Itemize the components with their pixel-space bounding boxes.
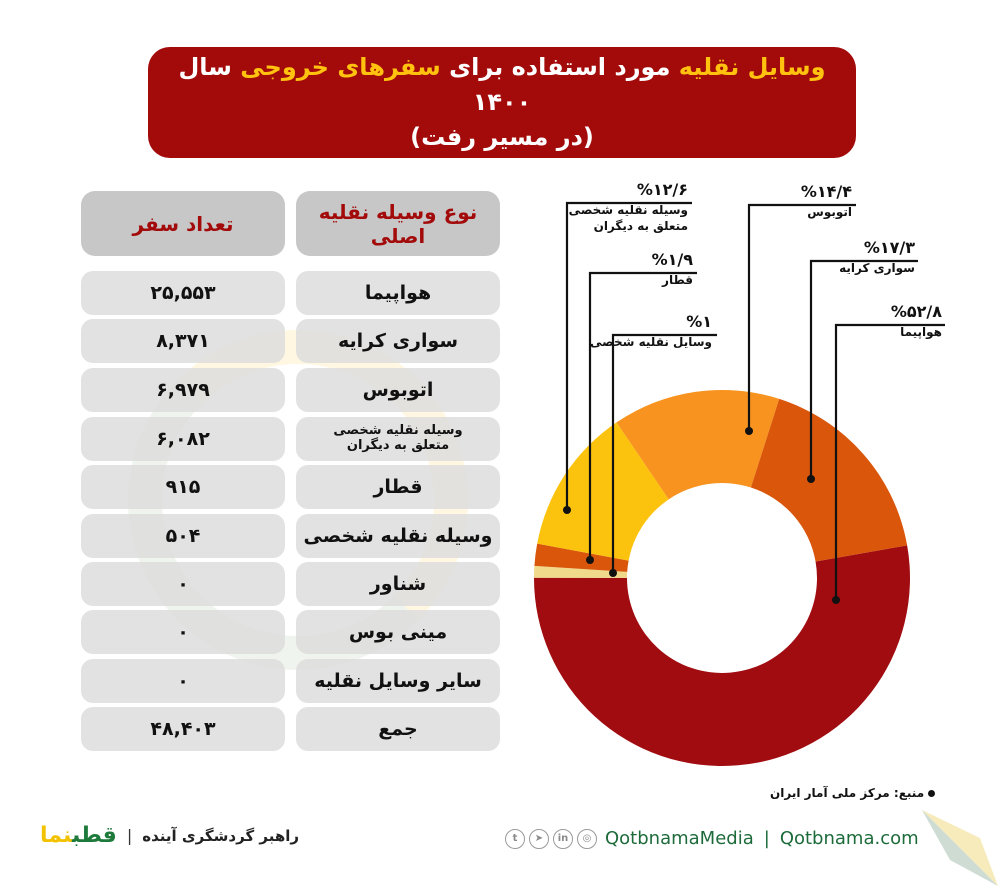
qotbnama-logo[interactable]: قطبنما bbox=[40, 823, 117, 848]
title-part: مورد استفاده برای bbox=[440, 53, 679, 82]
table-row: هواپیما ۲۵,۵۵۳ bbox=[81, 271, 500, 315]
callout-others: %۱۲/۶ وسیله نقلیه شخصی متعلق به دیگران bbox=[558, 180, 688, 234]
linkedin-icon[interactable]: in bbox=[553, 828, 573, 849]
title-line-1: وسایل نقلیه مورد استفاده برای سفرهای خرو… bbox=[148, 50, 856, 120]
telegram-icon[interactable]: ➤ bbox=[529, 828, 549, 849]
row-type: شناور bbox=[296, 562, 500, 606]
social-handle[interactable]: QotbnamaMedia bbox=[605, 828, 754, 849]
source-note: منبع: مرکز ملی آمار ایران bbox=[770, 786, 936, 800]
title-banner: وسایل نقلیه مورد استفاده برای سفرهای خرو… bbox=[148, 47, 856, 158]
table-row: قطار ۹۱۵ bbox=[81, 465, 500, 509]
logo-part-green: قطب bbox=[72, 823, 117, 848]
row-count: ۶,۰۸۲ bbox=[81, 417, 285, 461]
leader-dots bbox=[563, 427, 840, 604]
header-count: تعداد سفر bbox=[81, 191, 285, 256]
leader-line-personal bbox=[611, 333, 717, 573]
callout-name: وسایل نقلیه شخصی bbox=[590, 335, 712, 349]
callout-taxi: %۱۷/۳ سواری کرایه bbox=[839, 238, 915, 277]
table-row-total: جمع ۴۸,۴۰۳ bbox=[81, 707, 500, 751]
row-count: ۸,۳۷۱ bbox=[81, 319, 285, 363]
callout-bus: %۱۴/۴ اتوبوس bbox=[801, 182, 852, 221]
callout-train: %۱/۹ قطار bbox=[652, 250, 693, 289]
callout-pct: %۱۲/۶ bbox=[636, 180, 688, 199]
donut-segment bbox=[534, 545, 911, 767]
donut-segment bbox=[534, 543, 629, 572]
table-row: سایر وسایل نقلیه ۰ bbox=[81, 659, 500, 703]
title-part: سال ۱۴۰۰ bbox=[178, 53, 532, 117]
callout-pct: %۱/۹ bbox=[651, 250, 693, 269]
row-count: ۶,۹۷۹ bbox=[81, 368, 285, 412]
bullet-icon bbox=[928, 790, 936, 797]
callout-name: قطار bbox=[662, 273, 693, 287]
row-type: جمع bbox=[296, 707, 500, 751]
table-row: سواری کرایه ۸,۳۷۱ bbox=[81, 319, 500, 363]
website-link[interactable]: Qotbnama.com bbox=[779, 828, 919, 849]
leader-line-taxi bbox=[809, 259, 918, 479]
row-type: مینی بوس bbox=[296, 610, 500, 654]
separator: | bbox=[126, 826, 133, 845]
donut-segment bbox=[750, 398, 908, 562]
separator: | bbox=[763, 828, 770, 849]
tagline: راهبر گردشگری آینده bbox=[142, 826, 300, 845]
row-count: ۵۰۴ bbox=[81, 514, 285, 558]
row-type: وسیله نقلیه شخصی bbox=[296, 514, 500, 558]
leader-line-plane bbox=[834, 323, 945, 600]
donut-segment bbox=[534, 565, 628, 578]
decorative-diamond-icon bbox=[922, 810, 998, 886]
row-type: سواری کرایه bbox=[296, 319, 500, 363]
table-row: وسیله نقلیه شخصی متعلق به دیگران ۶,۰۸۲ bbox=[81, 417, 500, 461]
row-type: سایر وسایل نقلیه bbox=[296, 659, 500, 703]
row-count: ۲۵,۵۵۳ bbox=[81, 271, 285, 315]
row-type: قطار bbox=[296, 465, 500, 509]
callout-plane: %۵۲/۸ هواپیما bbox=[891, 302, 942, 341]
table-row: مینی بوس ۰ bbox=[81, 610, 500, 654]
row-count: ۰ bbox=[81, 610, 285, 654]
header-type: نوع وسیله نقلیه اصلی bbox=[296, 191, 500, 256]
row-type: هواپیما bbox=[296, 271, 500, 315]
twitter-icon[interactable]: t bbox=[505, 828, 525, 849]
title-part: وسایل نقلیه bbox=[678, 53, 826, 82]
callout-pct: %۵۲/۸ bbox=[890, 302, 942, 321]
social-footer: t ➤ in ◎ QotbnamaMedia | Qotbnama.com bbox=[505, 828, 919, 849]
row-type: اتوبوس bbox=[296, 368, 500, 412]
row-type: وسیله نقلیه شخصی متعلق به دیگران bbox=[296, 417, 500, 461]
donut-segments bbox=[534, 390, 911, 767]
logo-part-yellow: نما bbox=[40, 823, 72, 848]
donut-segment bbox=[537, 422, 669, 561]
callout-name: اتوبوس bbox=[807, 205, 852, 219]
row-count: ۴۸,۴۰۳ bbox=[81, 707, 285, 751]
callout-pct: %۱ bbox=[686, 312, 712, 331]
source-text: منبع: مرکز ملی آمار ایران bbox=[770, 786, 925, 800]
callout-personal: %۱ وسایل نقلیه شخصی bbox=[590, 312, 712, 351]
instagram-icon[interactable]: ◎ bbox=[577, 828, 597, 849]
brand-footer: قطبنما | راهبر گردشگری آینده bbox=[40, 823, 299, 848]
title-part: سفرهای خروجی bbox=[240, 53, 441, 82]
donut-segment bbox=[616, 390, 780, 500]
callout-pct: %۱۴/۴ bbox=[800, 182, 852, 201]
callout-name: سواری کرایه bbox=[839, 261, 915, 275]
callout-name: هواپیما bbox=[900, 325, 942, 339]
table-header: نوع وسیله نقلیه اصلی تعداد سفر bbox=[81, 191, 500, 256]
callout-pct: %۱۷/۳ bbox=[863, 238, 915, 257]
row-count: ۰ bbox=[81, 562, 285, 606]
table-row: اتوبوس ۶,۹۷۹ bbox=[81, 368, 500, 412]
title-line-2: (در مسیر رفت) bbox=[410, 122, 594, 151]
row-count: ۰ bbox=[81, 659, 285, 703]
table-row: وسیله نقلیه شخصی ۵۰۴ bbox=[81, 514, 500, 558]
row-count: ۹۱۵ bbox=[81, 465, 285, 509]
callout-name: وسیله نقلیه شخصی متعلق به دیگران bbox=[568, 203, 688, 233]
table-row: شناور ۰ bbox=[81, 562, 500, 606]
